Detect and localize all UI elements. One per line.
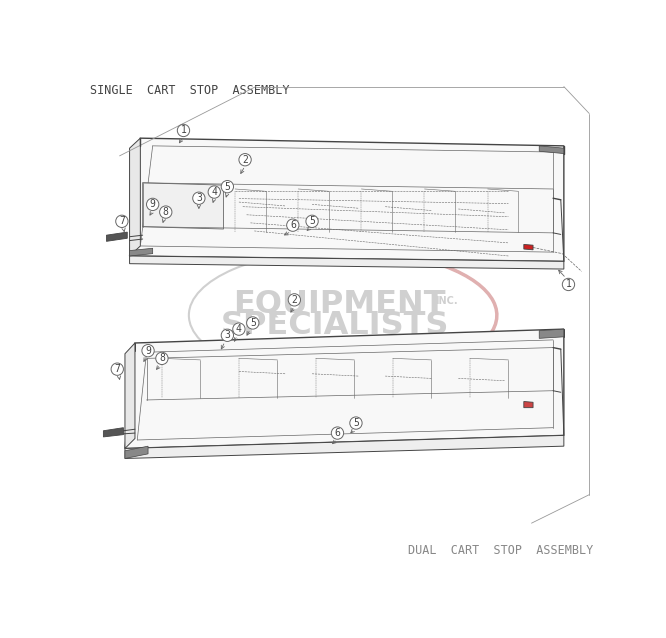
Text: 5: 5 [353, 418, 359, 428]
Circle shape [286, 219, 299, 232]
Text: SPECIALISTS: SPECIALISTS [221, 310, 450, 341]
Circle shape [177, 124, 190, 137]
Circle shape [156, 352, 168, 364]
Text: 1: 1 [180, 126, 186, 135]
Text: 9: 9 [145, 346, 151, 355]
Circle shape [221, 181, 234, 193]
Text: 8: 8 [163, 207, 168, 217]
Polygon shape [125, 329, 564, 449]
Circle shape [239, 154, 251, 166]
Polygon shape [524, 244, 533, 250]
Circle shape [232, 323, 245, 336]
Circle shape [160, 206, 172, 218]
Circle shape [562, 278, 575, 291]
Circle shape [331, 427, 344, 439]
Text: SINGLE  CART  STOP  ASSEMBLY: SINGLE CART STOP ASSEMBLY [89, 84, 289, 97]
Text: 5: 5 [309, 216, 315, 226]
Polygon shape [130, 256, 564, 269]
Polygon shape [539, 329, 564, 338]
Polygon shape [524, 401, 533, 408]
Circle shape [288, 293, 300, 306]
Text: 3: 3 [196, 193, 202, 204]
Text: 2: 2 [292, 295, 297, 305]
Circle shape [306, 215, 318, 228]
Text: 5: 5 [250, 318, 256, 328]
Circle shape [350, 417, 362, 429]
Circle shape [142, 345, 155, 357]
Text: 1: 1 [565, 279, 571, 290]
Circle shape [111, 363, 123, 375]
Polygon shape [539, 146, 564, 154]
Text: 6: 6 [334, 428, 340, 438]
Circle shape [246, 317, 259, 329]
Polygon shape [130, 248, 153, 256]
Polygon shape [125, 446, 148, 459]
Text: 7: 7 [119, 216, 125, 226]
Text: INC.: INC. [436, 297, 458, 306]
Circle shape [147, 198, 159, 211]
Circle shape [221, 329, 234, 341]
Text: 5: 5 [224, 182, 230, 191]
Polygon shape [103, 427, 123, 437]
Text: 9: 9 [150, 200, 156, 209]
Text: 4: 4 [236, 324, 242, 334]
Polygon shape [107, 232, 127, 241]
Polygon shape [130, 138, 564, 262]
Polygon shape [125, 343, 135, 449]
Polygon shape [143, 183, 224, 229]
Polygon shape [130, 138, 141, 256]
Text: 4: 4 [211, 187, 217, 197]
Text: 7: 7 [115, 364, 120, 374]
Text: 8: 8 [159, 353, 165, 364]
Circle shape [116, 215, 128, 228]
Circle shape [192, 192, 205, 204]
Text: DUAL  CART  STOP  ASSEMBLY: DUAL CART STOP ASSEMBLY [408, 544, 593, 557]
Circle shape [208, 186, 220, 198]
Text: EQUIPMENT: EQUIPMENT [232, 288, 446, 319]
Polygon shape [125, 435, 564, 459]
Text: 3: 3 [224, 330, 230, 340]
Text: 2: 2 [242, 155, 248, 165]
Text: 6: 6 [290, 220, 296, 230]
